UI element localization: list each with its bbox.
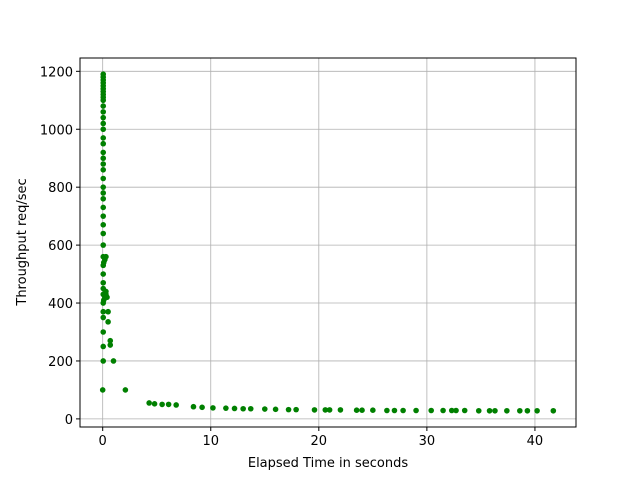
point <box>100 329 107 335</box>
point <box>337 407 344 413</box>
point <box>311 407 318 413</box>
point <box>261 406 268 412</box>
point <box>517 407 523 414</box>
point <box>100 222 107 228</box>
point <box>504 407 510 414</box>
point <box>285 406 292 413</box>
y-tick-label: 200 <box>48 355 73 370</box>
point <box>534 407 540 414</box>
point <box>173 402 179 408</box>
y-tick-label: 800 <box>48 181 73 196</box>
point <box>100 242 107 248</box>
point <box>524 407 531 414</box>
y-tick-label: 0 <box>65 413 73 428</box>
point <box>107 342 114 348</box>
point <box>326 407 333 413</box>
point <box>105 319 111 325</box>
point <box>100 109 107 115</box>
point <box>440 407 446 414</box>
point <box>103 253 109 260</box>
point <box>400 407 406 414</box>
point <box>199 404 205 411</box>
point <box>100 314 107 321</box>
point <box>100 126 107 133</box>
point <box>100 184 107 190</box>
point <box>103 288 109 295</box>
point <box>353 407 360 414</box>
y-tick-label: 1000 <box>40 123 73 138</box>
point <box>100 190 107 196</box>
x-tick-label: 0 <box>99 434 107 449</box>
point <box>105 308 111 315</box>
point <box>146 400 152 406</box>
point <box>322 407 329 413</box>
point <box>122 387 129 393</box>
x-tick-label: 40 <box>527 434 544 449</box>
point <box>100 161 107 167</box>
point <box>100 195 107 202</box>
point <box>99 387 106 393</box>
point <box>100 71 107 78</box>
y-axis-label: Throughput req/sec <box>15 178 30 306</box>
point <box>475 407 482 414</box>
point <box>104 294 110 301</box>
point <box>100 308 107 315</box>
point <box>100 135 107 141</box>
point <box>231 405 238 412</box>
point <box>223 405 229 411</box>
point <box>100 279 107 286</box>
point <box>100 204 107 211</box>
point <box>100 120 107 127</box>
point <box>100 175 107 182</box>
point <box>247 405 254 412</box>
y-tick-label: 400 <box>48 297 73 312</box>
point <box>159 401 165 408</box>
point <box>100 213 107 219</box>
point <box>100 343 107 350</box>
point <box>100 149 107 156</box>
point <box>210 405 216 411</box>
point <box>100 114 107 121</box>
point <box>165 401 172 408</box>
point <box>391 407 398 414</box>
x-axis-label: Elapsed Time in seconds <box>248 456 408 471</box>
point <box>293 406 299 413</box>
point <box>100 155 107 162</box>
point <box>110 358 117 364</box>
point <box>190 403 197 410</box>
plot-frame <box>79 57 577 428</box>
y-tick-label: 600 <box>48 239 73 254</box>
point <box>100 140 107 147</box>
point <box>370 407 376 414</box>
point <box>151 401 158 407</box>
point <box>448 407 455 414</box>
point <box>107 337 114 344</box>
point <box>384 407 390 414</box>
point <box>100 167 107 173</box>
x-tick-label: 30 <box>419 434 436 449</box>
point <box>100 230 107 237</box>
point <box>272 406 279 413</box>
x-tick-label: 20 <box>311 434 328 449</box>
x-tick-label: 10 <box>202 434 219 449</box>
point <box>100 358 107 364</box>
point <box>486 407 493 414</box>
point <box>359 407 365 414</box>
point <box>461 407 468 414</box>
point <box>100 103 107 109</box>
point <box>492 407 498 414</box>
point <box>453 407 459 414</box>
point <box>413 407 419 414</box>
point <box>240 405 246 412</box>
point <box>100 271 107 277</box>
y-tick-label: 1200 <box>40 65 73 80</box>
point <box>428 407 434 414</box>
point <box>550 407 557 414</box>
